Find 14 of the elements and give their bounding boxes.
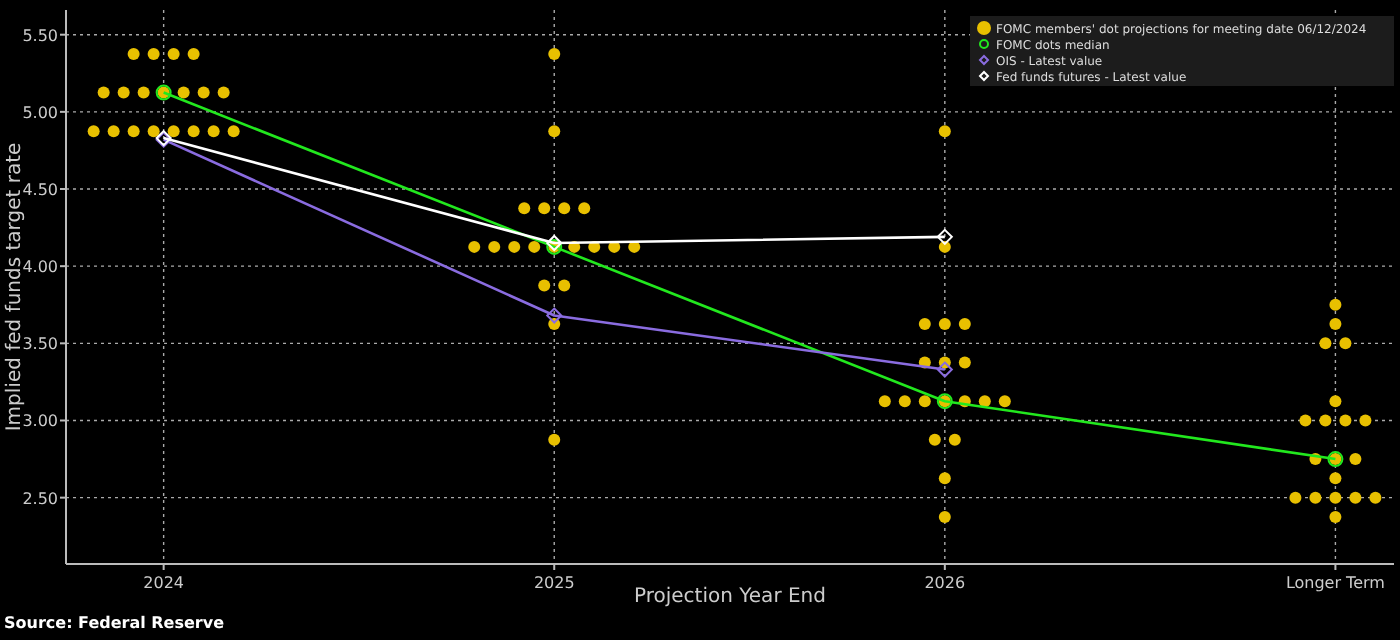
y-tick-label: 3.50: [22, 335, 58, 354]
y-tick-label: 4.00: [22, 258, 58, 277]
y-tick-label: 5.50: [22, 26, 58, 45]
y-axis-title: Implied fed funds target rate: [4, 142, 26, 432]
x-tick-label: 2024: [143, 574, 185, 592]
x-tick-label: Longer Term: [1285, 574, 1386, 592]
source-note: Source: Federal Reserve: [4, 614, 226, 632]
x-tick-label: 2025: [533, 574, 575, 592]
y-tick-label: 3.00: [22, 412, 58, 431]
x-tick-label: 2026: [924, 574, 966, 592]
x-axis-title: Projection Year End: [634, 586, 826, 608]
y-tick-label: 4.50: [22, 181, 58, 200]
y-tick-label: 5.00: [22, 103, 58, 122]
y-tick-label: 2.50: [22, 489, 58, 508]
